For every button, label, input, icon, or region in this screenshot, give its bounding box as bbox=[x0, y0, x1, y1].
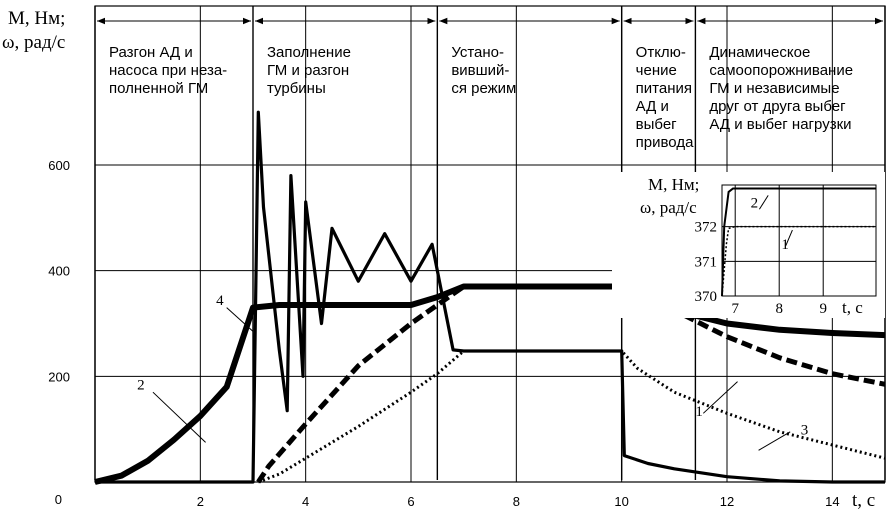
y-tick-label: 0 bbox=[55, 492, 62, 507]
stage-label-line: насоса при неза- bbox=[109, 62, 227, 79]
inset-y-tick-label: 370 bbox=[695, 289, 718, 305]
inset-chart: 7 8 9 370 371 372 1 2 M, Нм; ω, рад/с t, c bbox=[612, 172, 885, 318]
inset-leader-2 bbox=[758, 195, 769, 210]
axis-labels: M, Нм; ω, рад/с t, c bbox=[2, 8, 875, 511]
stage-label-line: Динамическое bbox=[709, 44, 810, 61]
inset-y-tick-label: 371 bbox=[695, 254, 718, 270]
inset-x-tick-label: 9 bbox=[819, 301, 827, 317]
inset-series-line-2 bbox=[721, 187, 876, 297]
series-line-2 bbox=[94, 283, 886, 485]
stage-label-line: турбины bbox=[267, 80, 326, 97]
x-tick-label: 14 bbox=[825, 494, 839, 509]
x-tick-label: 4 bbox=[302, 494, 309, 509]
stage-label-line: ся режим bbox=[451, 80, 516, 97]
x-tick-label: 2 bbox=[197, 494, 204, 509]
series-label: 4 bbox=[216, 293, 224, 309]
inset-series-line-1 bbox=[721, 225, 876, 297]
inset-x-tick-label: 7 bbox=[731, 301, 739, 317]
stage-label-line: Заполнение bbox=[267, 44, 351, 61]
x-axis-label: t, c bbox=[852, 490, 875, 511]
stage-label-line: АД и bbox=[636, 98, 669, 115]
series-label: 2 bbox=[137, 378, 145, 394]
series-line-1 bbox=[256, 284, 886, 484]
y-axis-label: ω, рад/с bbox=[2, 32, 65, 53]
inset-y-axis-label: ω, рад/с bbox=[640, 198, 697, 217]
stage-label-line: Отклю- bbox=[636, 44, 686, 61]
stage-label-line: выбег bbox=[636, 116, 678, 133]
inset-x-tick-label: 8 bbox=[775, 301, 783, 317]
stage-label-line: полненной ГМ bbox=[109, 80, 208, 97]
y-tick-label: 600 bbox=[48, 158, 70, 173]
inset-frame bbox=[721, 184, 877, 297]
stage-label-line: ГМ и независимые bbox=[709, 80, 839, 97]
stage-label-line: АД и выбег нагрузки bbox=[709, 116, 851, 133]
stage-label-line: вивший- bbox=[451, 62, 509, 79]
series-label: 1 bbox=[695, 404, 703, 420]
series-lines: 1 2 3 4 bbox=[94, 110, 886, 485]
inset-leader-1 bbox=[785, 229, 793, 246]
inset-y-tick-label: 372 bbox=[695, 220, 718, 236]
stage-label-line: ГМ и разгон bbox=[267, 62, 349, 79]
stage-label-line: Разгон АД и bbox=[109, 44, 193, 61]
stage-label-line: друг от друга выбег bbox=[709, 98, 846, 115]
leader-line-1 bbox=[702, 381, 738, 414]
series-line-4 bbox=[95, 110, 885, 484]
stage-label-line: чение bbox=[636, 62, 677, 79]
x-tick-label: 10 bbox=[614, 494, 628, 509]
leader-line-2 bbox=[152, 391, 206, 443]
y-tick-label: 200 bbox=[48, 369, 70, 384]
stage-label-line: самоопорожнивание bbox=[709, 62, 853, 79]
stage-label-line: привода bbox=[636, 134, 694, 151]
y-tick-label: 400 bbox=[48, 264, 70, 279]
leader-line-3 bbox=[758, 431, 791, 451]
leader-line-4 bbox=[226, 307, 254, 332]
x-tick-label: 6 bbox=[407, 494, 414, 509]
y-axis-label: M, Нм; bbox=[8, 8, 65, 29]
inset-series-label: 1 bbox=[781, 237, 789, 253]
stage-label-line: питания bbox=[636, 80, 692, 97]
x-tick-label: 8 bbox=[513, 494, 520, 509]
inset-x-axis-label: t, c bbox=[842, 298, 863, 317]
inset-y-axis-label: M, Нм; bbox=[648, 175, 699, 194]
x-tick-label: 12 bbox=[720, 494, 734, 509]
series-label: 3 bbox=[801, 422, 809, 438]
stage-label-line: Устано- bbox=[451, 44, 504, 61]
inset-series-label: 2 bbox=[751, 196, 759, 212]
